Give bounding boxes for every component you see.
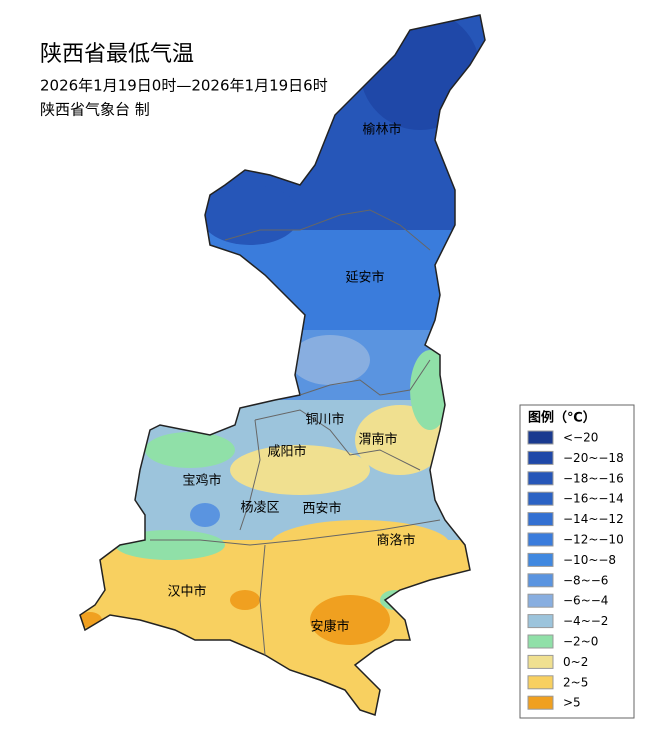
city-label: 安康市 [310,619,349,635]
city-label: 渭南市 [358,432,397,448]
city-label: 榆林市 [362,122,401,138]
legend-title: 图例（℃） [528,410,596,426]
city-label: 咸阳市 [267,444,306,460]
legend-swatch [527,450,554,465]
legend-label: −8~−6 [563,573,608,587]
map-subtitle: 2026年1月19日0时—2026年1月19日6时 [40,77,328,95]
city-label: 商洛市 [376,533,415,549]
map-title: 陕西省最低气温 [40,42,194,67]
legend-swatch [527,552,554,567]
legend-swatch [527,430,554,445]
legend-swatch [527,675,554,690]
city-label: 铜川市 [305,412,344,428]
city-label: 杨凌区 [240,501,279,516]
legend-swatch [527,512,554,527]
legend-swatch [527,471,554,486]
legend-label: −14~−12 [563,512,624,526]
legend-swatch [527,654,554,669]
legend-label: −16~−14 [563,492,624,506]
legend-label: 2~5 [563,675,588,689]
city-label: 延安市 [345,270,384,286]
legend-swatch [527,634,554,649]
legend-swatch [527,573,554,588]
city-label: 汉中市 [167,584,206,600]
legend-label: 0~2 [563,655,588,669]
legend-label: −2~0 [563,635,598,649]
map-producer: 陕西省气象台 制 [40,101,150,119]
legend-label: −4~−2 [563,614,608,628]
legend-label: −10~−8 [563,553,616,567]
city-label: 西安市 [302,501,341,517]
legend-label: −6~−4 [563,594,608,608]
legend-swatch [527,614,554,629]
city-borders [150,209,441,656]
city-label: 宝鸡市 [182,473,221,489]
legend-items: <−20 −20~−18 −18~−16 −16~−14 −14~−12 −12~−10 −… [527,430,624,710]
legend-label: −20~−18 [563,451,624,465]
legend-swatch [527,532,554,547]
legend-label: −18~−16 [563,471,624,485]
legend-swatch [527,695,554,710]
legend-swatch [527,593,554,608]
legend-label: >5 [563,696,581,710]
legend-swatch [527,491,554,506]
legend-label: <−20 [563,431,598,445]
legend-label: −12~−10 [563,533,624,547]
